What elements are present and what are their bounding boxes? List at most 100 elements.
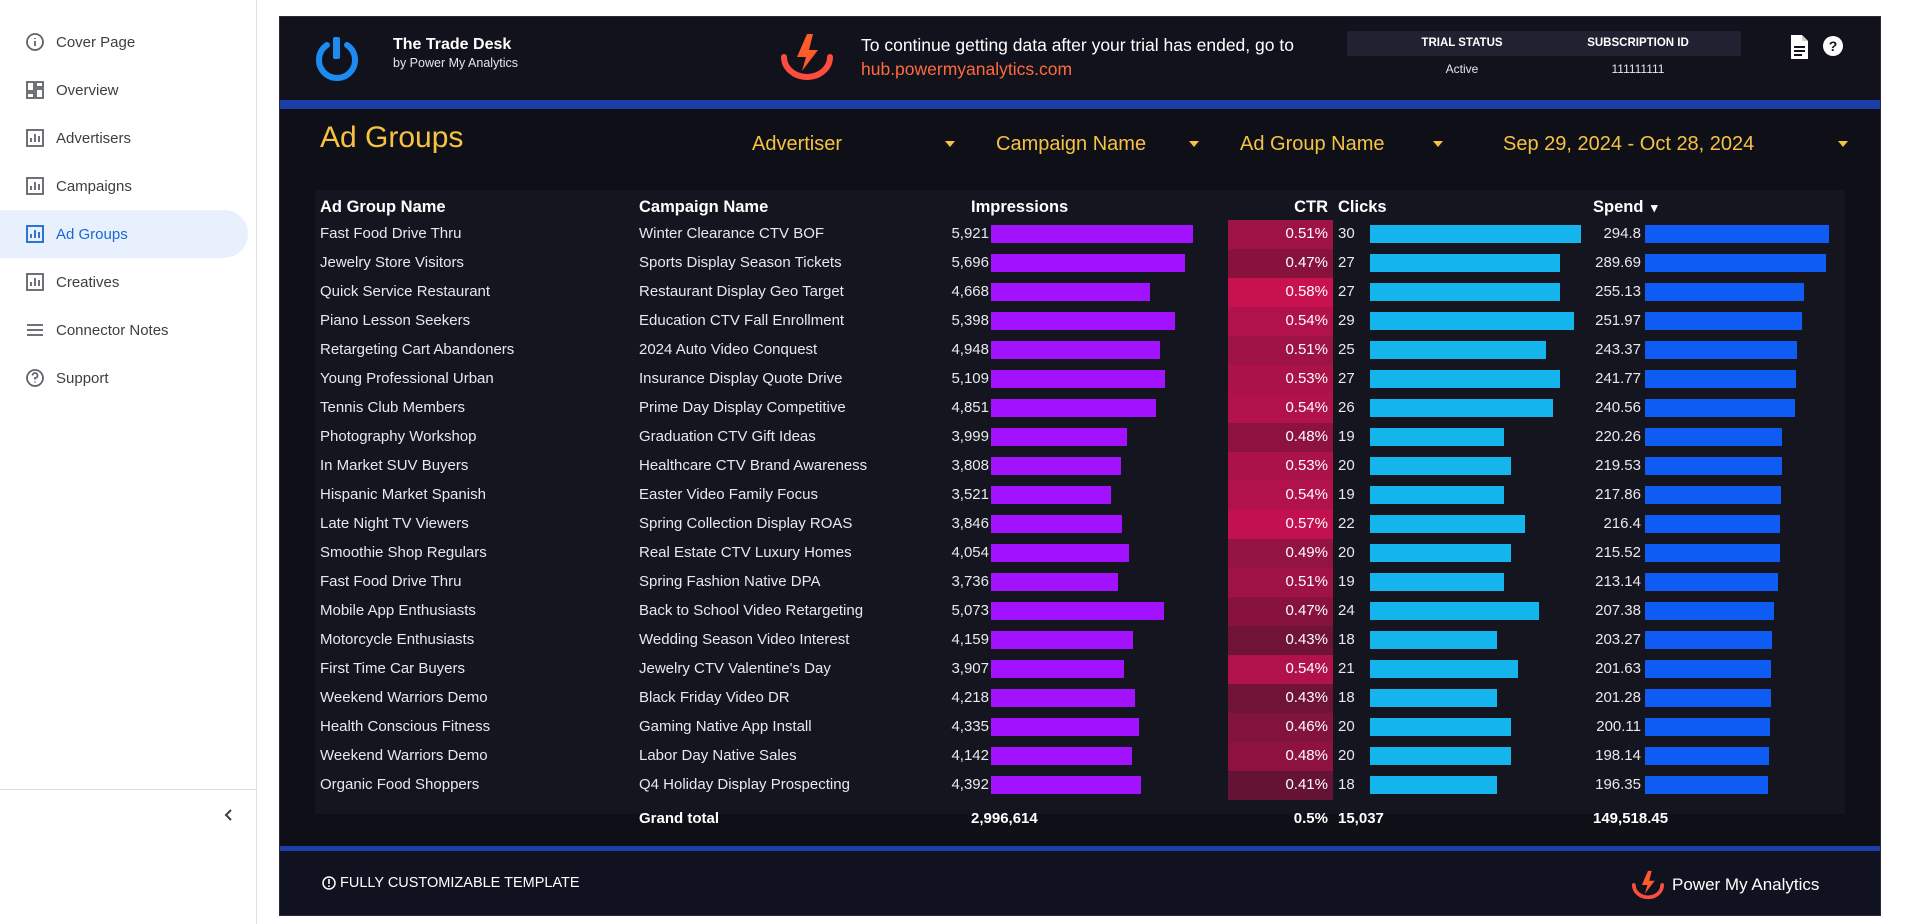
ctr-value: 0.48%: [1285, 747, 1328, 764]
sort-descending-icon: ▾: [1651, 200, 1658, 215]
campaign-name-cell: Gaming Native App Install: [639, 718, 812, 735]
sidebar-item-creatives[interactable]: Creatives: [0, 258, 248, 306]
spend-value: 201.28: [1595, 689, 1641, 706]
table-row[interactable]: Photography Workshop Graduation CTV Gift …: [315, 423, 1845, 452]
table-row[interactable]: Mobile App Enthusiasts Back to School Vid…: [315, 597, 1845, 626]
table-row[interactable]: Hispanic Market Spanish Easter Video Fami…: [315, 481, 1845, 510]
table-row[interactable]: Weekend Warriors Demo Labor Day Native Sa…: [315, 742, 1845, 771]
campaign-name-filter[interactable]: Campaign Name: [996, 129, 1199, 159]
table-row[interactable]: Weekend Warriors Demo Black Friday Video …: [315, 684, 1845, 713]
spend-bar: [1645, 689, 1771, 707]
table-row[interactable]: Fast Food Drive Thru Spring Fashion Nativ…: [315, 568, 1845, 597]
table-row[interactable]: Motorcycle Enthusiasts Wedding Season Vid…: [315, 626, 1845, 655]
spend-value: 216.4: [1603, 515, 1641, 532]
ctr-heat-cell: [1228, 655, 1333, 684]
sidebar-item-label: Ad Groups: [56, 225, 128, 243]
table-row[interactable]: Piano Lesson Seekers Education CTV Fall E…: [315, 307, 1845, 336]
ctr-value: 0.49%: [1285, 544, 1328, 561]
table-row[interactable]: Young Professional Urban Insurance Displa…: [315, 365, 1845, 394]
sidebar-item-overview[interactable]: Overview: [0, 66, 248, 114]
ctr-heat-cell: [1228, 336, 1333, 365]
sidebar-item-label: Support: [56, 369, 109, 387]
date-range-label: Sep 29, 2024 - Oct 28, 2024: [1503, 132, 1755, 155]
campaign-name-cell: Easter Video Family Focus: [639, 486, 818, 503]
spend-value: 207.38: [1595, 602, 1641, 619]
collapse-sidebar-button[interactable]: [216, 802, 242, 828]
sidebar-item-label: Advertisers: [56, 129, 132, 147]
table-row[interactable]: Retargeting Cart Abandoners 2024 Auto Vid…: [315, 336, 1845, 365]
column-header-ctr[interactable]: CTR: [1294, 198, 1328, 216]
clicks-value: 27: [1338, 370, 1355, 387]
impressions-bar: [991, 689, 1135, 707]
help-icon[interactable]: ?: [1821, 34, 1845, 58]
spend-value: 196.35: [1595, 776, 1641, 793]
clicks-value: 19: [1338, 573, 1355, 590]
ctr-heat-cell: [1228, 307, 1333, 336]
ctr-value: 0.47%: [1285, 254, 1328, 271]
sidebar: Cover Page Overview Advertisers Campaigns Ad…: [0, 0, 257, 924]
advertiser-filter[interactable]: Advertiser: [752, 129, 955, 159]
sidebar-item-advertisers[interactable]: Advertisers: [0, 114, 248, 162]
table-row[interactable]: In Market SUV Buyers Healthcare CTV Brand…: [315, 452, 1845, 481]
column-header-spend[interactable]: Spend ▾: [1593, 198, 1658, 217]
table-row[interactable]: Late Night TV Viewers Spring Collection D…: [315, 510, 1845, 539]
clicks-value: 29: [1338, 312, 1355, 329]
clicks-bar: [1370, 776, 1497, 794]
sidebar-item-cover-page[interactable]: Cover Page: [0, 18, 248, 66]
campaign-name-cell: Education CTV Fall Enrollment: [639, 312, 845, 329]
impressions-bar: [991, 225, 1193, 243]
table-row[interactable]: Smoothie Shop Regulars Real Estate CTV Lu…: [315, 539, 1845, 568]
table-row[interactable]: Organic Food Shoppers Q4 Holiday Display …: [315, 771, 1845, 800]
impressions-bar: [991, 399, 1157, 417]
impressions-bar: [991, 370, 1166, 388]
column-header-campaign-name[interactable]: Campaign Name: [639, 198, 769, 216]
sidebar-item-connector-notes[interactable]: Connector Notes: [0, 306, 248, 354]
table-row[interactable]: Fast Food Drive Thru Winter Clearance CTV…: [315, 220, 1845, 249]
table-row[interactable]: First Time Car Buyers Jewelry CTV Valenti…: [315, 655, 1845, 684]
clicks-bar: [1370, 399, 1553, 417]
impressions-value: 4,054: [951, 544, 989, 561]
impressions-value: 4,948: [951, 341, 989, 358]
column-header-clicks[interactable]: Clicks: [1338, 198, 1387, 216]
dropdown-caret-icon: [945, 141, 955, 147]
column-header-ad-group-name[interactable]: Ad Group Name: [320, 198, 446, 216]
ad-group-name-cell: Photography Workshop: [320, 428, 477, 445]
ad-group-name-cell: Piano Lesson Seekers: [320, 312, 471, 329]
trial-link[interactable]: hub.powermyanalytics.com: [861, 59, 1073, 79]
date-range-filter[interactable]: Sep 29, 2024 - Oct 28, 2024: [1503, 129, 1848, 159]
grand-total-label: Grand total: [639, 810, 720, 827]
clicks-bar: [1370, 312, 1574, 330]
info-icon: [322, 876, 336, 890]
document-icon[interactable]: [1787, 34, 1811, 60]
table-row[interactable]: Jewelry Store Visitors Sports Display Sea…: [315, 249, 1845, 278]
clicks-bar: [1370, 428, 1504, 446]
sidebar-item-label: Creatives: [56, 273, 120, 291]
campaign-name-cell: 2024 Auto Video Conquest: [639, 341, 818, 358]
ad-group-name-filter[interactable]: Ad Group Name: [1240, 129, 1443, 159]
ctr-heat-cell: [1228, 481, 1333, 510]
spend-bar: [1645, 254, 1826, 272]
sidebar-item-ad-groups[interactable]: Ad Groups: [0, 210, 248, 258]
spend-value: 294.8: [1603, 225, 1641, 242]
sidebar-item-campaigns[interactable]: Campaigns: [0, 162, 248, 210]
dashboard-icon: [24, 79, 46, 101]
impressions-bar: [991, 718, 1139, 736]
impressions-bar: [991, 660, 1125, 678]
ctr-value: 0.47%: [1285, 602, 1328, 619]
table-row[interactable]: Health Conscious Fitness Gaming Native Ap…: [315, 713, 1845, 742]
column-header-impressions[interactable]: Impressions: [971, 198, 1069, 216]
ctr-value: 0.58%: [1285, 283, 1328, 300]
table-row[interactable]: Tennis Club Members Prime Day Display Com…: [315, 394, 1845, 423]
campaign-name-cell: Sports Display Season Tickets: [639, 254, 842, 271]
ctr-value: 0.51%: [1285, 341, 1328, 358]
impressions-value: 5,921: [951, 225, 989, 242]
impressions-bar: [991, 457, 1121, 475]
impressions-bar: [991, 283, 1151, 301]
grand-total-clicks: 15,037: [1338, 810, 1384, 827]
table-row[interactable]: Quick Service Restaurant Restaurant Displ…: [315, 278, 1845, 307]
ctr-value: 0.43%: [1285, 631, 1328, 648]
campaign-name-cell: Black Friday Video DR: [639, 689, 790, 706]
clicks-bar: [1370, 544, 1511, 562]
sidebar-item-support[interactable]: Support: [0, 354, 248, 402]
sidebar-item-label: Overview: [56, 81, 119, 99]
